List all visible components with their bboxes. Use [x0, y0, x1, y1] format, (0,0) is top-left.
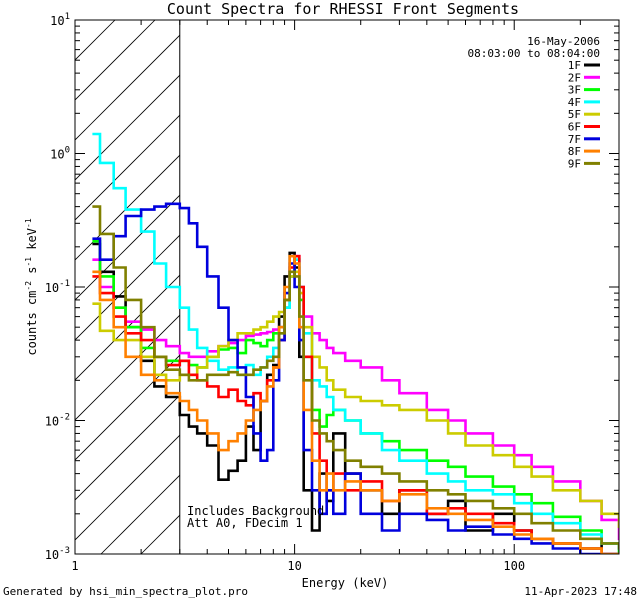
y-axis: 10-3 10-2 10-1 100 101 — [45, 12, 619, 562]
hatch-line — [75, 34, 180, 141]
y-tick-label: 10-2 — [45, 413, 70, 429]
y-tick-label: 101 — [50, 12, 70, 28]
legend-label-9f: 9F — [568, 157, 581, 170]
hatch-line — [75, 394, 180, 501]
annotation-attenuator: Att A0, FDecim 1 — [187, 516, 303, 530]
legend-label-2f: 2F — [568, 71, 581, 84]
series-line-5f — [92, 270, 619, 528]
y-tick-label: 10-1 — [45, 279, 70, 295]
hatch-line — [75, 434, 180, 541]
series-line-6f — [92, 254, 619, 554]
hatch-line — [75, 314, 180, 421]
legend-label-4f: 4F — [568, 96, 581, 109]
date-label: 16-May-2006 — [527, 35, 600, 48]
legend-label-6f: 6F — [568, 121, 581, 134]
legend-label-1f: 1F — [568, 59, 581, 72]
footer-timestamp: 11-Apr-2023 17:48 — [524, 585, 637, 598]
y-tick-label: 10-3 — [45, 546, 70, 562]
series-line-9f — [92, 205, 619, 550]
legend-label-7f: 7F — [568, 133, 581, 146]
x-axis: 1 10 100 — [71, 20, 620, 573]
y-axis-label: counts cm-2 s-1 keV-1 — [24, 218, 39, 355]
x-tick-label: 100 — [503, 559, 525, 573]
legend-label-8f: 8F — [568, 145, 581, 158]
legend-label-5f: 5F — [568, 108, 581, 121]
series-line-7f — [92, 202, 619, 554]
legend-label-3f: 3F — [568, 84, 581, 97]
hatch-line — [75, 114, 180, 221]
hatch-line — [75, 194, 180, 301]
series-line-4f — [92, 132, 619, 550]
series-group — [92, 20, 619, 554]
annotation-background: Includes Background — [187, 504, 324, 518]
x-tick-label: 1 — [71, 559, 78, 573]
hatch-line — [75, 74, 180, 181]
hatch-line — [75, 234, 180, 341]
y-tick-label: 100 — [50, 146, 70, 162]
time-range-label: 08:03:00 to 08:04:00 — [468, 47, 600, 60]
chart-title: Count Spectra for RHESSI Front Segments — [167, 0, 519, 18]
x-tick-label: 10 — [287, 559, 301, 573]
x-axis-label: Energy (keV) — [302, 576, 389, 590]
footer-generated-by: Generated by hsi_min_spectra_plot.pro — [3, 585, 248, 598]
series-line-8f — [92, 254, 619, 554]
